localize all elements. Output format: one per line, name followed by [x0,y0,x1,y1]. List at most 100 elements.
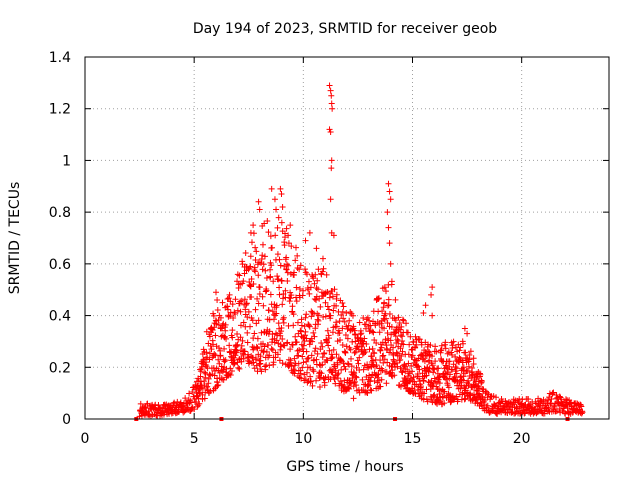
data-point [363,341,370,348]
data-point [202,370,209,377]
data-point [290,311,297,318]
data-point [327,196,334,203]
data-point [360,340,367,347]
data-point [429,312,436,319]
data-point [334,371,341,378]
data-point [310,368,317,375]
data-point [366,346,373,353]
data-point [203,349,210,356]
data-point [236,365,243,372]
data-point [226,313,233,320]
data-point [212,352,219,359]
data-point [318,370,325,377]
data-point [137,400,144,407]
data-point [416,366,423,373]
data-point [296,374,303,381]
data-point [378,344,385,351]
data-point [385,224,392,231]
data-point [477,371,484,378]
data-point [281,234,288,241]
data-point [268,262,275,269]
data-point [381,325,388,332]
data-point [421,390,428,397]
data-point [438,342,445,349]
data-point [287,346,294,353]
data-point [356,354,363,361]
data-point [373,339,380,346]
data-point [308,352,315,359]
data-point [515,399,522,406]
data-point [275,214,282,221]
y-tick-label: 1.2 [49,102,71,118]
data-point [412,333,419,340]
data-point [335,370,342,377]
data-point [328,100,335,107]
data-point [215,382,222,389]
data-point [298,322,305,329]
data-point [396,319,403,326]
data-point [267,233,274,240]
data-point [337,357,344,364]
data-point [384,302,391,309]
data-point [221,358,228,365]
y-tick-label: 0.8 [49,205,71,221]
data-point [266,362,273,369]
data-point [274,251,281,258]
data-point [470,355,477,362]
data-point [319,361,326,368]
data-point [395,314,402,321]
data-point [427,342,434,349]
data-point [252,306,259,313]
data-point [238,342,245,349]
data-point [420,377,427,384]
data-point [371,336,378,343]
data-point [234,278,241,285]
data-point [413,341,420,348]
data-point [300,287,307,294]
data-point [245,308,252,315]
data-point [197,373,204,380]
data-point [214,307,221,314]
data-point [544,397,551,404]
data-point [366,317,373,324]
data-point [303,348,310,355]
data-point [461,325,468,332]
data-point [364,381,371,388]
data-point [449,366,456,373]
chart-title: Day 194 of 2023, SRMTID for receiver geo… [193,21,497,37]
data-point [293,339,300,346]
data-point [340,360,347,367]
data-point [390,344,397,351]
data-point [439,394,446,401]
data-point [331,286,338,293]
data-point [276,291,283,298]
data-point [223,335,230,342]
data-point [279,301,286,308]
data-point [224,303,231,310]
data-point [193,399,200,406]
data-point [207,388,214,395]
data-point [295,352,302,359]
data-point [265,307,272,314]
data-point [283,225,290,232]
data-point [537,399,544,406]
data-point [385,180,392,187]
data-point [553,392,560,399]
data-point [284,269,291,276]
data-point [322,374,329,381]
data-point [283,266,290,273]
data-point [482,388,489,395]
data-point [394,363,401,370]
x-axis-label: GPS time / hours [286,459,403,475]
data-point [471,391,478,398]
data-point [319,354,326,361]
data-point [206,371,213,378]
data-point [311,333,318,340]
y-axis-label: SRMTID / TECUs [7,182,23,295]
data-point [206,350,213,357]
data-point [310,329,317,336]
data-point [446,363,453,370]
data-point [398,323,405,330]
data-point [234,330,241,337]
data-point [397,356,404,363]
